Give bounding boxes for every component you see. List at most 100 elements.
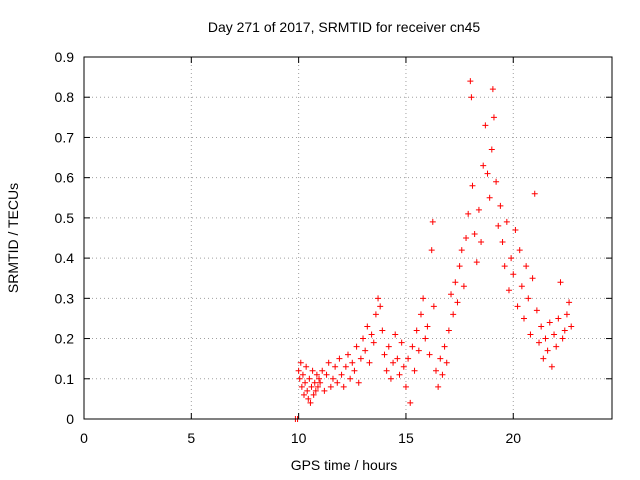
data-point — [305, 395, 312, 402]
data-point — [450, 311, 457, 318]
data-point — [497, 202, 504, 209]
data-point — [430, 303, 437, 310]
data-point — [353, 343, 360, 350]
data-point — [325, 359, 332, 366]
grid — [84, 57, 612, 419]
data-point — [521, 315, 527, 322]
data-point — [465, 210, 472, 217]
data-point — [448, 291, 455, 298]
data-point — [400, 363, 407, 370]
data-point — [366, 359, 373, 366]
data-point — [501, 263, 508, 270]
data-point — [360, 335, 367, 342]
data-point — [437, 355, 444, 362]
data-point — [304, 387, 311, 394]
y-tick-label: 0 — [66, 411, 74, 427]
data-point — [307, 399, 314, 406]
data-point — [557, 279, 564, 286]
data-point — [542, 335, 549, 342]
data-point — [321, 387, 328, 394]
data-point — [505, 287, 512, 294]
data-point — [435, 383, 442, 390]
data-point — [561, 327, 568, 334]
data-point — [347, 375, 354, 382]
data-point — [319, 367, 326, 374]
data-point — [411, 367, 418, 374]
data-point — [370, 339, 377, 346]
data-point — [471, 230, 478, 237]
data-point — [533, 307, 540, 314]
data-point — [310, 391, 317, 398]
data-point — [327, 383, 334, 390]
data-point — [518, 283, 525, 290]
data-point — [546, 319, 553, 326]
data-point — [469, 182, 476, 189]
data-point — [478, 239, 485, 246]
data-point — [340, 383, 347, 390]
data-point — [503, 218, 510, 225]
data-point — [297, 359, 304, 366]
data-point — [309, 367, 316, 374]
data-point — [381, 351, 388, 358]
data-point — [405, 355, 412, 362]
data-point — [428, 247, 435, 254]
data-point — [514, 303, 521, 310]
y-tick-label: 0.9 — [55, 49, 75, 65]
data-point — [398, 339, 405, 346]
data-point — [495, 222, 502, 229]
data-point — [441, 343, 448, 350]
data-point — [529, 275, 536, 282]
data-point — [383, 367, 390, 374]
y-tick-label: 0.8 — [55, 89, 75, 105]
data-point — [433, 367, 439, 374]
data-point — [559, 335, 566, 342]
data-point — [536, 339, 543, 346]
data-point — [493, 178, 500, 185]
x-tick-label: 0 — [80, 430, 88, 446]
data-point — [413, 327, 420, 334]
data-point — [458, 247, 465, 254]
data-points — [292, 78, 575, 422]
data-point — [368, 331, 375, 338]
data-point — [392, 331, 399, 338]
data-point — [523, 263, 530, 270]
data-point — [460, 283, 467, 290]
axes: 0 0.1 0.2 0.3 0.4 0.5 0.6 0.7 0.8 0.9 0 5 10 15 20 — [55, 49, 612, 446]
data-point — [443, 359, 450, 366]
data-point — [390, 359, 397, 366]
y-tick-label: 0.6 — [55, 170, 75, 186]
data-point — [364, 323, 371, 330]
data-point — [362, 347, 369, 354]
data-point — [323, 371, 330, 378]
data-point — [334, 379, 341, 386]
data-point — [349, 359, 356, 366]
data-point — [508, 255, 515, 262]
data-point — [338, 371, 345, 378]
data-point — [387, 375, 394, 382]
data-point — [439, 371, 446, 378]
data-point — [314, 383, 321, 390]
data-point — [407, 399, 414, 406]
data-point — [512, 226, 519, 233]
data-point — [415, 347, 422, 354]
data-point — [426, 351, 433, 358]
y-tick-label: 0.5 — [55, 210, 75, 226]
data-point — [396, 371, 403, 378]
plot-frame — [83, 56, 613, 420]
data-point — [402, 383, 409, 390]
data-point — [296, 375, 303, 382]
data-point — [452, 279, 459, 286]
data-point — [332, 363, 339, 370]
data-point — [329, 375, 336, 382]
y-tick-label: 0.7 — [55, 129, 75, 145]
data-point — [540, 355, 547, 362]
data-point — [538, 323, 545, 330]
data-point — [295, 367, 302, 374]
data-point — [306, 375, 313, 382]
data-point — [345, 351, 351, 358]
data-point — [372, 311, 379, 318]
data-point — [422, 335, 429, 342]
data-point — [475, 206, 482, 213]
